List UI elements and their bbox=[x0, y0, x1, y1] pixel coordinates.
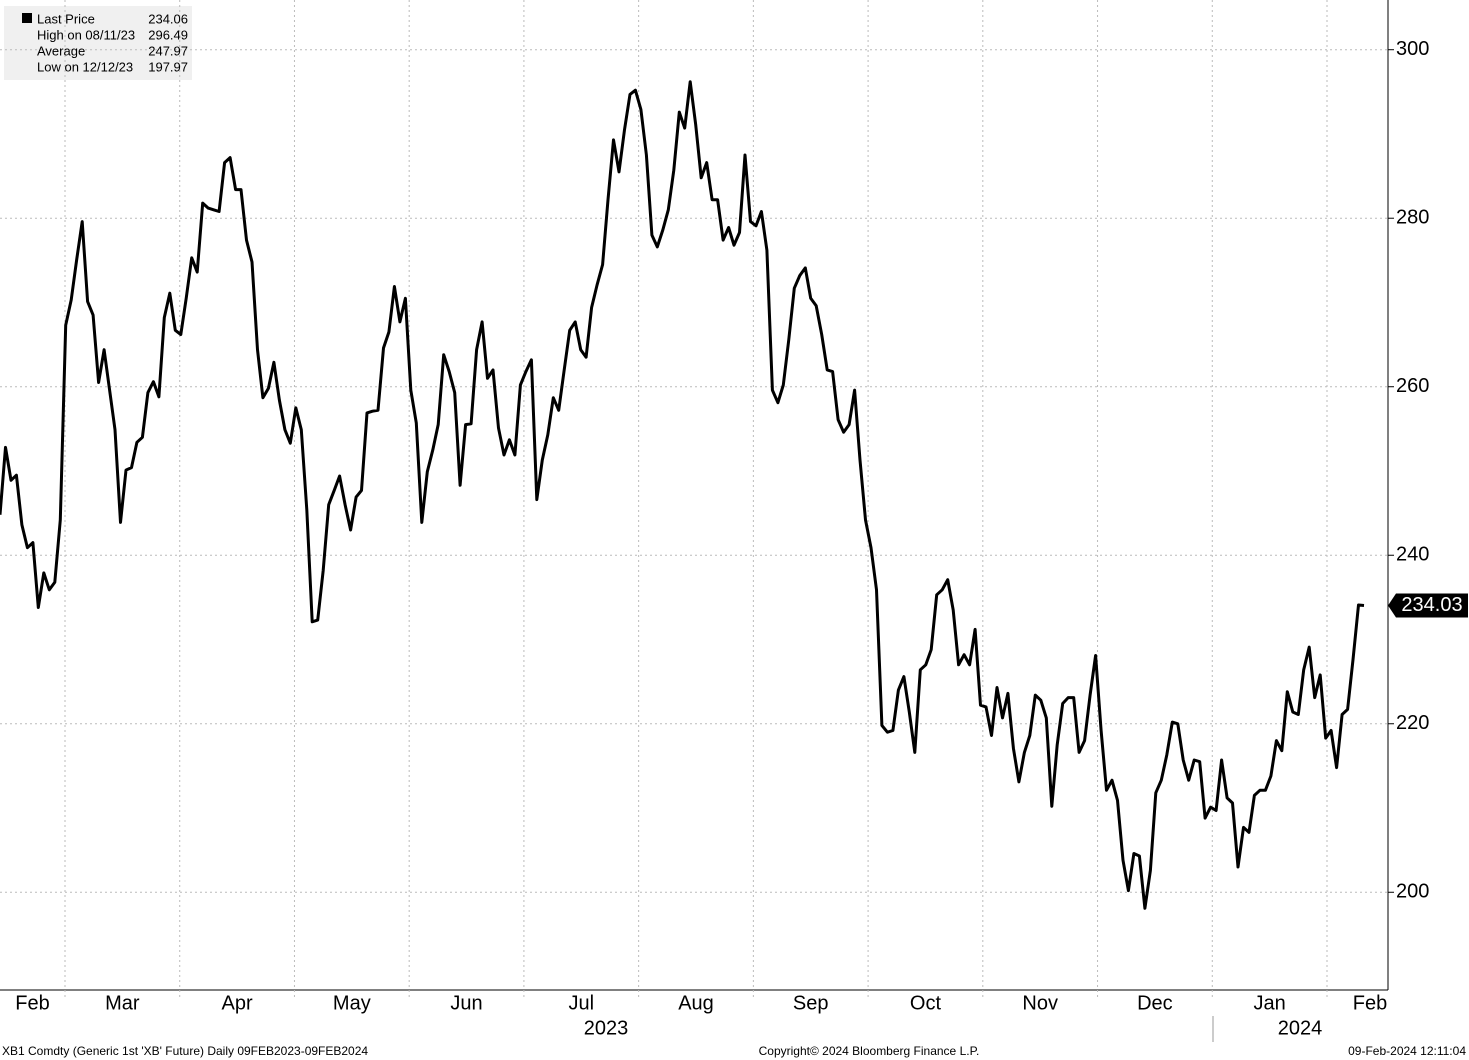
y-tick-label: 220 bbox=[1396, 712, 1429, 734]
last-value-label: 234.03 bbox=[1401, 594, 1462, 616]
y-tick-label: 260 bbox=[1396, 375, 1429, 397]
y-tick-label: 300 bbox=[1396, 38, 1429, 60]
x-tick-label: Sep bbox=[793, 992, 829, 1014]
last-value-badge bbox=[1388, 593, 1468, 618]
legend-label: High on 08/11/23 bbox=[37, 27, 135, 42]
legend-box bbox=[4, 6, 192, 80]
x-tick-label: Jul bbox=[568, 992, 594, 1014]
x-tick-label: Jan bbox=[1254, 992, 1286, 1014]
footer-center: Copyright© 2024 Bloomberg Finance L.P. bbox=[759, 1044, 980, 1058]
x-tick-label: Feb bbox=[1353, 992, 1387, 1014]
x-tick-label: May bbox=[333, 992, 371, 1014]
x-tick-label: Aug bbox=[678, 992, 714, 1014]
x-tick-label: Dec bbox=[1137, 992, 1173, 1014]
x-tick-label: Jun bbox=[450, 992, 482, 1014]
year-label: 2023 bbox=[584, 1017, 629, 1039]
footer-left: XB1 Comdty (Generic 1st 'XB' Future) Dai… bbox=[2, 1044, 368, 1058]
year-label: 2024 bbox=[1278, 1017, 1323, 1039]
legend-value: 197.97 bbox=[148, 59, 188, 74]
legend-label: Last Price bbox=[37, 11, 95, 26]
price-line bbox=[0, 80, 1365, 910]
legend-value: 234.06 bbox=[148, 11, 188, 26]
legend-label: Low on 12/12/23 bbox=[37, 59, 133, 74]
x-tick-label: Nov bbox=[1022, 992, 1058, 1014]
y-tick-label: 240 bbox=[1396, 544, 1429, 566]
x-tick-label: Oct bbox=[910, 992, 942, 1014]
legend-swatch bbox=[22, 13, 32, 23]
x-tick-label: Feb bbox=[15, 992, 49, 1014]
legend-value: 247.97 bbox=[148, 43, 188, 58]
y-tick-label: 280 bbox=[1396, 207, 1429, 229]
legend-value: 296.49 bbox=[148, 27, 188, 42]
legend-label: Average bbox=[37, 43, 85, 58]
x-tick-label: Mar bbox=[105, 992, 140, 1014]
y-tick-label: 200 bbox=[1396, 881, 1429, 903]
x-tick-label: Apr bbox=[222, 992, 253, 1014]
footer-right: 09-Feb-2024 12:11:04 bbox=[1348, 1044, 1466, 1058]
